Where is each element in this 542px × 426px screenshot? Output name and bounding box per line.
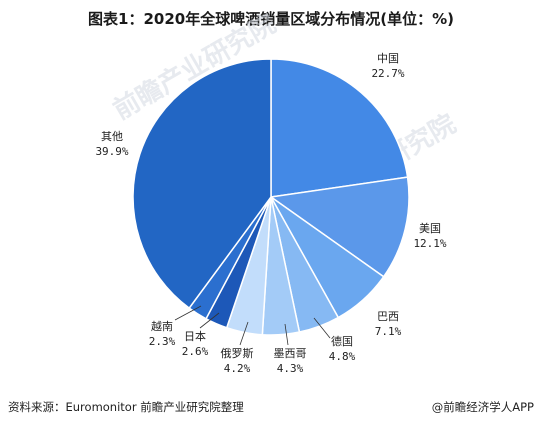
slice-label-6: 日本 bbox=[184, 329, 206, 343]
slice-label-1: 美国 bbox=[419, 222, 441, 235]
source-note: 资料来源：Euromonitor 前瞻产业研究院整理 bbox=[8, 400, 244, 414]
slice-value-2: 7.1% bbox=[375, 325, 402, 338]
slice-value-8: 39.9% bbox=[95, 145, 128, 158]
slice-value-4: 4.3% bbox=[277, 362, 304, 375]
leader-line-5 bbox=[239, 321, 249, 346]
leader-line-4 bbox=[284, 323, 289, 346]
pie-slice-8 bbox=[132, 58, 272, 310]
slice-label-2: 巴西 bbox=[377, 310, 399, 323]
slice-label-3: 德国 bbox=[331, 334, 353, 348]
slice-label-0: 中国 bbox=[377, 52, 399, 65]
slice-label-4: 墨西哥 bbox=[274, 347, 307, 360]
slice-value-6: 2.6% bbox=[182, 345, 209, 358]
slice-value-3: 4.8% bbox=[329, 350, 356, 363]
slice-value-7: 2.3% bbox=[149, 335, 176, 348]
leader-line-7 bbox=[174, 305, 202, 321]
slice-label-5: 俄罗斯 bbox=[221, 347, 254, 360]
slice-value-0: 22.7% bbox=[371, 67, 404, 80]
brand-credit: @前瞻经济学人APP bbox=[431, 400, 534, 414]
leader-line-3 bbox=[313, 317, 331, 339]
chart-title: 图表1：2020年全球啤酒销量区域分布情况(单位：%) bbox=[88, 10, 454, 28]
slice-value-5: 4.2% bbox=[224, 362, 251, 375]
leader-line-6 bbox=[199, 312, 220, 329]
pie-slice-1 bbox=[269, 176, 410, 278]
pie-slice-0 bbox=[270, 58, 409, 198]
slice-label-7: 越南 bbox=[151, 319, 173, 333]
slice-label-8: 其他 bbox=[101, 130, 123, 143]
slice-value-1: 12.1% bbox=[413, 237, 446, 250]
